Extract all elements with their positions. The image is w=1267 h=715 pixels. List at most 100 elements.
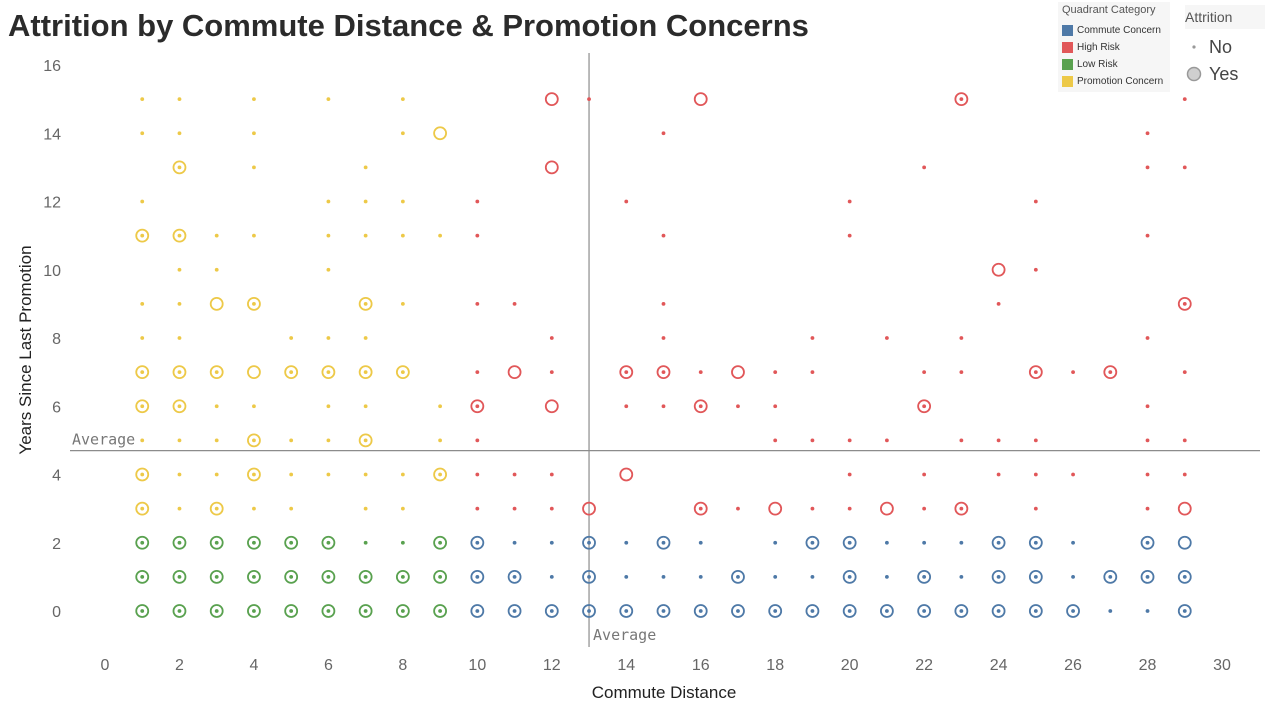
point-promotion-concern-no[interactable]: [438, 438, 442, 443]
point-promotion-concern-yes-with-no[interactable]: [247, 433, 261, 448]
point-high-risk-no[interactable]: [1033, 199, 1038, 204]
point-promotion-concern-no[interactable]: [177, 506, 182, 511]
point-high-risk-yes[interactable]: [1177, 501, 1192, 516]
point-high-risk-no[interactable]: [549, 506, 554, 511]
point-promotion-concern-yes-with-no[interactable]: [209, 501, 224, 516]
point-high-risk-yes[interactable]: [507, 365, 522, 380]
point-commute-concern-no[interactable]: [1071, 540, 1075, 545]
point-high-risk-no[interactable]: [847, 506, 852, 511]
point-high-risk-no[interactable]: [847, 233, 852, 238]
point-high-risk-no[interactable]: [1145, 131, 1150, 136]
point-commute-concern-yes-with-no[interactable]: [1028, 604, 1043, 618]
point-high-risk-yes-with-no[interactable]: [954, 92, 969, 107]
point-commute-concern-yes-with-no[interactable]: [656, 535, 671, 550]
point-commute-concern-yes-with-no[interactable]: [1103, 569, 1118, 584]
point-commute-concern-yes-with-no[interactable]: [991, 535, 1006, 550]
point-promotion-concern-yes-with-no[interactable]: [358, 433, 373, 448]
point-low-risk-yes-with-no[interactable]: [172, 604, 187, 618]
point-high-risk-no[interactable]: [959, 336, 964, 340]
point-promotion-concern-no[interactable]: [177, 97, 182, 102]
point-promotion-concern-no[interactable]: [252, 233, 256, 238]
point-high-risk-no[interactable]: [847, 472, 852, 477]
point-high-risk-no[interactable]: [996, 472, 1001, 477]
point-promotion-concern-no[interactable]: [400, 199, 405, 204]
point-commute-concern-yes-with-no[interactable]: [842, 569, 857, 584]
point-promotion-concern-yes-with-no[interactable]: [172, 365, 187, 380]
point-high-risk-yes-with-no[interactable]: [470, 399, 485, 414]
point-promotion-concern-no[interactable]: [400, 506, 405, 511]
point-commute-concern-yes-with-no[interactable]: [954, 604, 969, 618]
point-promotion-concern-yes-with-no[interactable]: [135, 399, 150, 414]
point-commute-concern-no[interactable]: [624, 574, 629, 579]
legend-item-promotion-concern[interactable]: Promotion Concern: [1062, 74, 1163, 88]
point-high-risk-no[interactable]: [661, 301, 666, 306]
point-commute-concern-yes-with-no[interactable]: [805, 535, 820, 550]
point-promotion-concern-yes[interactable]: [209, 296, 224, 311]
point-commute-concern-yes-with-no[interactable]: [470, 604, 485, 618]
point-commute-concern-no[interactable]: [773, 540, 778, 545]
point-high-risk-no[interactable]: [922, 506, 927, 511]
point-high-risk-no[interactable]: [475, 438, 480, 443]
point-promotion-concern-yes-with-no[interactable]: [172, 228, 187, 243]
point-commute-concern-yes-with-no[interactable]: [917, 569, 932, 584]
point-commute-concern-yes-with-no[interactable]: [1028, 535, 1043, 550]
point-high-risk-no[interactable]: [773, 370, 778, 375]
point-promotion-concern-no[interactable]: [326, 336, 331, 340]
point-high-risk-no[interactable]: [549, 472, 554, 477]
point-commute-concern-yes-with-no[interactable]: [842, 535, 857, 550]
point-low-risk-yes-with-no[interactable]: [209, 604, 224, 618]
point-high-risk-no[interactable]: [810, 506, 815, 511]
point-commute-concern-no[interactable]: [1145, 609, 1150, 613]
point-promotion-concern-yes-with-no[interactable]: [321, 365, 336, 380]
point-high-risk-no[interactable]: [698, 370, 703, 375]
point-commute-concern-yes-with-no[interactable]: [544, 604, 559, 618]
point-promotion-concern-no[interactable]: [214, 472, 219, 477]
point-high-risk-no[interactable]: [847, 199, 852, 204]
point-promotion-concern-no[interactable]: [363, 199, 368, 204]
point-high-risk-yes-with-no[interactable]: [693, 501, 708, 516]
point-promotion-concern-no[interactable]: [326, 438, 331, 443]
point-high-risk-yes[interactable]: [768, 501, 783, 516]
point-promotion-concern-no[interactable]: [177, 438, 182, 443]
point-promotion-concern-no[interactable]: [326, 233, 331, 238]
point-promotion-concern-yes-with-no[interactable]: [172, 399, 187, 414]
point-high-risk-yes[interactable]: [582, 501, 596, 516]
point-promotion-concern-no[interactable]: [252, 131, 256, 136]
point-commute-concern-yes-with-no[interactable]: [619, 604, 634, 618]
point-high-risk-no[interactable]: [549, 370, 554, 375]
point-high-risk-no[interactable]: [661, 336, 666, 340]
point-high-risk-no[interactable]: [922, 472, 927, 477]
point-promotion-concern-yes-with-no[interactable]: [358, 365, 373, 380]
point-commute-concern-yes-with-no[interactable]: [693, 604, 708, 618]
point-commute-concern-no[interactable]: [698, 574, 703, 579]
point-high-risk-no[interactable]: [1182, 370, 1187, 375]
point-high-risk-no[interactable]: [959, 370, 964, 375]
point-promotion-concern-no[interactable]: [326, 97, 331, 102]
point-promotion-concern-yes-with-no[interactable]: [247, 467, 261, 482]
point-promotion-concern-no[interactable]: [214, 233, 219, 238]
point-promotion-concern-yes-with-no[interactable]: [358, 296, 373, 311]
point-low-risk-yes-with-no[interactable]: [321, 569, 336, 584]
point-commute-concern-no[interactable]: [810, 574, 815, 579]
point-high-risk-yes[interactable]: [731, 365, 745, 380]
point-high-risk-no[interactable]: [773, 404, 778, 409]
point-commute-concern-no[interactable]: [1108, 609, 1113, 613]
point-low-risk-yes-with-no[interactable]: [247, 569, 261, 584]
point-low-risk-yes-with-no[interactable]: [433, 569, 448, 584]
point-commute-concern-yes-with-no[interactable]: [731, 604, 745, 618]
point-high-risk-no[interactable]: [773, 438, 778, 443]
point-commute-concern-no[interactable]: [1071, 574, 1075, 579]
point-promotion-concern-yes-with-no[interactable]: [209, 365, 224, 380]
point-promotion-concern-no[interactable]: [326, 404, 331, 409]
point-high-risk-yes-with-no[interactable]: [1028, 365, 1043, 380]
point-promotion-concern-no[interactable]: [326, 472, 331, 477]
point-low-risk-yes-with-no[interactable]: [321, 604, 336, 618]
point-high-risk-yes[interactable]: [619, 467, 634, 482]
point-high-risk-no[interactable]: [475, 506, 480, 511]
point-commute-concern-no[interactable]: [512, 540, 517, 545]
point-low-risk-yes-with-no[interactable]: [433, 604, 448, 618]
point-high-risk-no[interactable]: [661, 404, 666, 409]
point-commute-concern-no[interactable]: [549, 574, 554, 579]
point-commute-concern-yes-with-no[interactable]: [1177, 569, 1192, 584]
legend-item-attrition-no[interactable]: No: [1185, 35, 1232, 59]
